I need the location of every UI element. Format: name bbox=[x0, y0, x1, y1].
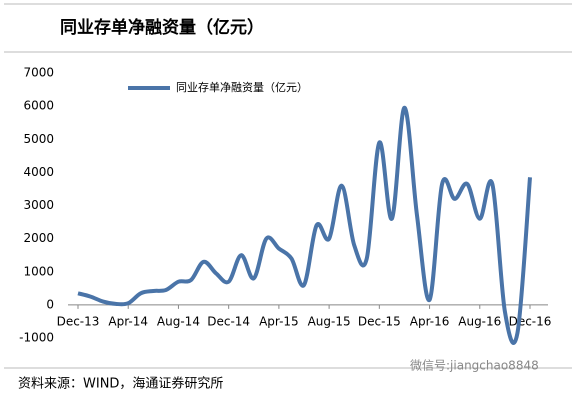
x-tick-label: Apr-16 bbox=[410, 314, 450, 328]
x-tick-label: Aug-16 bbox=[458, 314, 501, 328]
y-tick-label: 6000 bbox=[23, 99, 54, 113]
y-tick-label: 5000 bbox=[23, 132, 54, 146]
watermark: 微信号:jiangchao8848 bbox=[410, 359, 539, 373]
x-tick-label: Dec-13 bbox=[57, 314, 100, 328]
y-tick-label: -1000 bbox=[19, 331, 54, 345]
x-tick-label: Dec-16 bbox=[509, 314, 552, 328]
x-tick-label: Aug-15 bbox=[308, 314, 351, 328]
series-line bbox=[77, 105, 532, 345]
legend-label: 同业存单净融资量（亿元） bbox=[176, 80, 308, 94]
x-tick-label: Dec-14 bbox=[207, 314, 250, 328]
y-tick-label: 0 bbox=[46, 297, 54, 311]
x-tick-label: Dec-15 bbox=[358, 314, 401, 328]
x-tick-label: Apr-15 bbox=[259, 314, 299, 328]
x-tick-label: Aug-14 bbox=[157, 314, 200, 328]
source: 资料来源：WIND，海通证券研究所 bbox=[18, 376, 223, 392]
y-tick-label: 3000 bbox=[23, 198, 54, 212]
x-tick-label: Apr-14 bbox=[108, 314, 148, 328]
y-tick-label: 7000 bbox=[23, 66, 54, 80]
chart-title: 同业存单净融资量（亿元） bbox=[60, 17, 264, 38]
y-tick-label: 4000 bbox=[23, 165, 54, 179]
y-tick-label: 2000 bbox=[23, 231, 54, 245]
y-tick-label: 1000 bbox=[23, 264, 54, 278]
